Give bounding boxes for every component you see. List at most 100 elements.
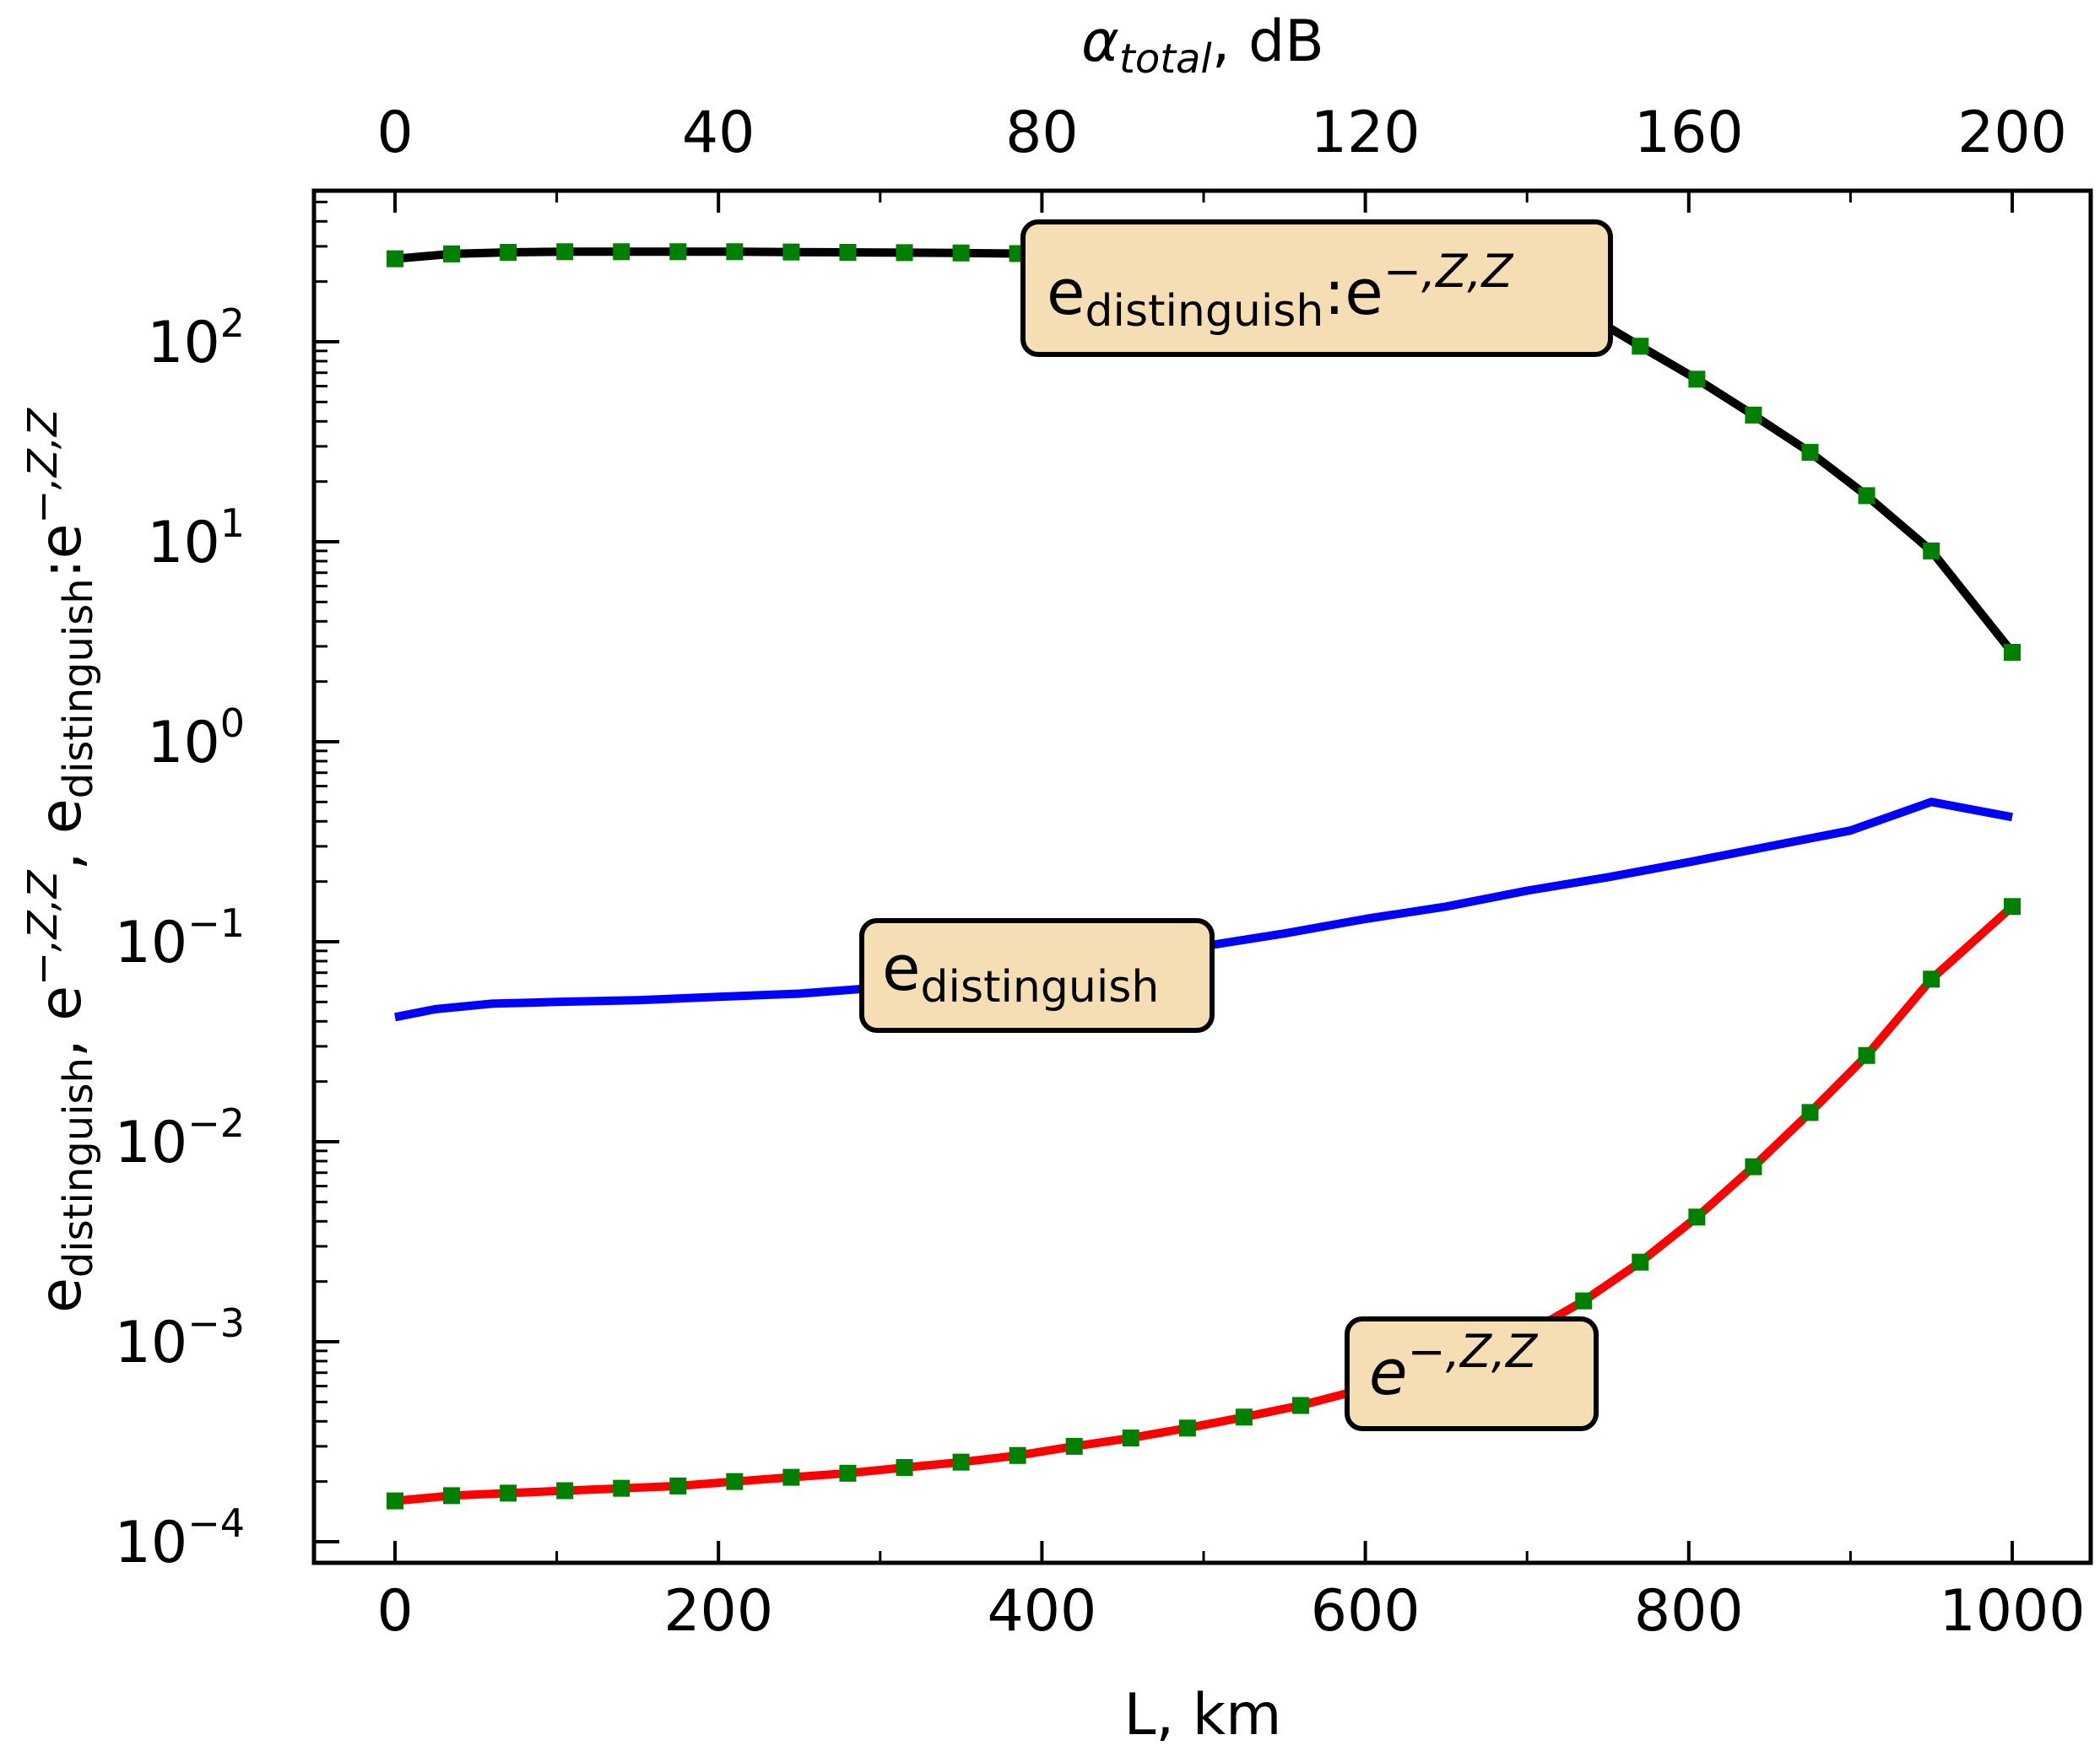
x-axis-label: L, km <box>1124 1682 1282 1748</box>
series-marker-e_minus_ZZ <box>443 1487 461 1505</box>
top-tick-label: 40 <box>682 100 755 166</box>
y-label-part1: e <box>28 1278 95 1313</box>
series-marker-e_minus_ZZ <box>1009 1446 1026 1464</box>
x-tick-label: 400 <box>988 1578 1097 1645</box>
y-tick-exponent: 2 <box>220 300 245 346</box>
series-marker-e_minus_ZZ <box>1178 1419 1196 1437</box>
series-marker-e_minus_ZZ <box>839 1464 857 1482</box>
series-marker-e_minus_ZZ <box>1291 1397 1309 1414</box>
series-marker-ratio <box>1688 370 1706 388</box>
top-axis-label: αtotal, dB <box>1081 8 1324 83</box>
y-tick-base: 10 <box>147 310 220 376</box>
series-marker-ratio <box>500 244 517 262</box>
y-label-part1-sub: distinguish <box>55 1057 102 1278</box>
annotation-box-blue <box>859 918 1215 1033</box>
series-marker-e_minus_ZZ <box>1065 1437 1083 1455</box>
y-tick-base: 10 <box>115 1510 188 1576</box>
top-tick-label: 0 <box>376 100 413 166</box>
series-marker-e_minus_ZZ <box>1122 1429 1139 1447</box>
series-marker-ratio <box>1745 406 1762 424</box>
y-tick-base: 10 <box>147 510 220 576</box>
series-marker-ratio <box>443 245 461 262</box>
series-marker-ratio <box>2004 644 2021 662</box>
y-label-part3: , e <box>28 798 95 870</box>
y-label-part3-sub: distinguish <box>55 578 102 798</box>
series-marker-ratio <box>556 243 574 261</box>
annotation-red-main: e <box>1369 1337 1408 1409</box>
y-axis-label: edistinguish, e−,Z,Z, edistinguish:e−,Z,… <box>19 408 102 1313</box>
y-tick-label: 10−4 <box>115 1500 245 1576</box>
annotation-ratio-sup: −,Z,Z <box>1383 245 1514 298</box>
annotation-ratio-main: e <box>1047 257 1085 329</box>
series-marker-e_minus_ZZ <box>1923 970 1940 988</box>
y-tick-base: 10 <box>115 910 188 976</box>
series-marker-ratio <box>952 244 970 262</box>
x-tick-label: 0 <box>376 1578 413 1645</box>
series-marker-ratio <box>1923 542 1940 559</box>
y-label-part4: :e <box>28 524 95 579</box>
series-marker-ratio <box>387 250 403 268</box>
series-marker-e_minus_ZZ <box>2004 898 2021 916</box>
series-marker-e_minus_ZZ <box>669 1477 687 1494</box>
annotation-ratio-sub: distinguish <box>1085 286 1324 337</box>
series-marker-ratio <box>839 244 857 262</box>
y-label-part2-sup: −,Z,Z <box>19 869 67 986</box>
series-marker-e_minus_ZZ <box>387 1492 403 1510</box>
top-tick-label: 120 <box>1311 100 1421 166</box>
annotation-blue-sub: distinguish <box>921 962 1160 1013</box>
y-tick-exponent: 1 <box>220 500 245 546</box>
annotation-blue-main: e <box>882 932 921 1005</box>
series-marker-e_minus_ZZ <box>1745 1158 1762 1175</box>
annotation-red: e−,Z,Z <box>1369 1325 1538 1409</box>
annotation-ratio-mid: :e <box>1323 257 1383 329</box>
y-tick-base: 10 <box>115 1110 188 1176</box>
x-tick-label: 600 <box>1311 1578 1421 1645</box>
y-tick-label: 10−2 <box>115 1100 245 1176</box>
x-tick-label: 800 <box>1634 1578 1744 1645</box>
y-tick-label: 10−3 <box>115 1300 245 1376</box>
y-tick-base: 10 <box>147 710 220 776</box>
series-marker-e_minus_ZZ <box>1801 1104 1819 1121</box>
series-marker-ratio <box>1632 338 1649 355</box>
series-marker-e_minus_ZZ <box>896 1459 913 1477</box>
top-axis-label-suffix: , dB <box>1212 8 1324 75</box>
series-marker-ratio <box>669 243 687 261</box>
y-tick-base: 10 <box>115 1310 188 1376</box>
top-axis-label-main: α <box>1081 8 1119 75</box>
y-tick-label: 101 <box>147 500 245 576</box>
top-tick-label: 200 <box>1957 100 2067 166</box>
top-axis-label-sub: total <box>1119 35 1212 83</box>
y-label-part4-sup: −,Z,Z <box>19 408 67 524</box>
series-marker-e_minus_ZZ <box>726 1473 744 1490</box>
top-tick-label: 160 <box>1634 100 1744 166</box>
series-marker-ratio <box>726 243 744 261</box>
series-marker-e_minus_ZZ <box>500 1484 517 1502</box>
y-tick-exponent: −3 <box>187 1300 245 1346</box>
series-marker-e_minus_ZZ <box>782 1468 800 1486</box>
series-marker-e_minus_ZZ <box>1575 1292 1593 1310</box>
annotation-box-ratio <box>1020 219 1613 357</box>
series-marker-e_minus_ZZ <box>1858 1046 1875 1064</box>
annotation-red-sup: −,Z,Z <box>1408 1325 1539 1378</box>
series-marker-ratio <box>896 244 913 262</box>
y-tick-label: 100 <box>147 700 245 776</box>
y-tick-label: 10−1 <box>115 900 245 976</box>
y-label-part2: , e <box>28 986 95 1057</box>
y-tick-exponent: 0 <box>220 700 245 746</box>
annotation-box-red <box>1345 1316 1599 1431</box>
series-marker-e_minus_ZZ <box>1688 1208 1706 1226</box>
x-tick-label: 1000 <box>1939 1578 2085 1645</box>
y-tick-exponent: −2 <box>187 1100 245 1146</box>
series-marker-ratio <box>782 243 800 261</box>
x-tick-label: 200 <box>663 1578 773 1645</box>
series-marker-e_minus_ZZ <box>1235 1408 1253 1426</box>
top-tick-label: 80 <box>1005 100 1079 166</box>
series-marker-e_minus_ZZ <box>952 1453 970 1471</box>
annotation-blue: edistinguish <box>882 932 1159 1013</box>
y-tick-label: 102 <box>147 300 245 376</box>
y-tick-exponent: −4 <box>187 1500 245 1546</box>
y-tick-exponent: −1 <box>187 900 245 946</box>
